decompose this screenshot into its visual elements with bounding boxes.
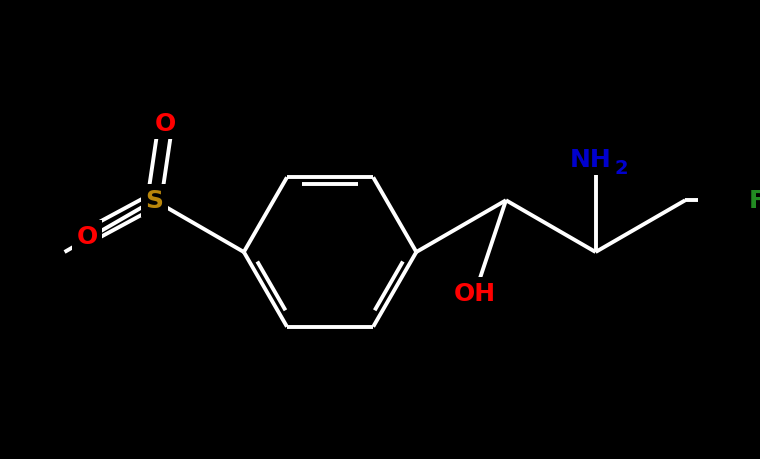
Text: NH: NH (570, 148, 612, 172)
Text: O: O (76, 225, 97, 249)
Text: O: O (155, 112, 176, 135)
Text: S: S (145, 189, 163, 213)
Text: OH: OH (454, 282, 496, 306)
Text: 2: 2 (614, 159, 628, 178)
Text: F: F (749, 189, 760, 213)
